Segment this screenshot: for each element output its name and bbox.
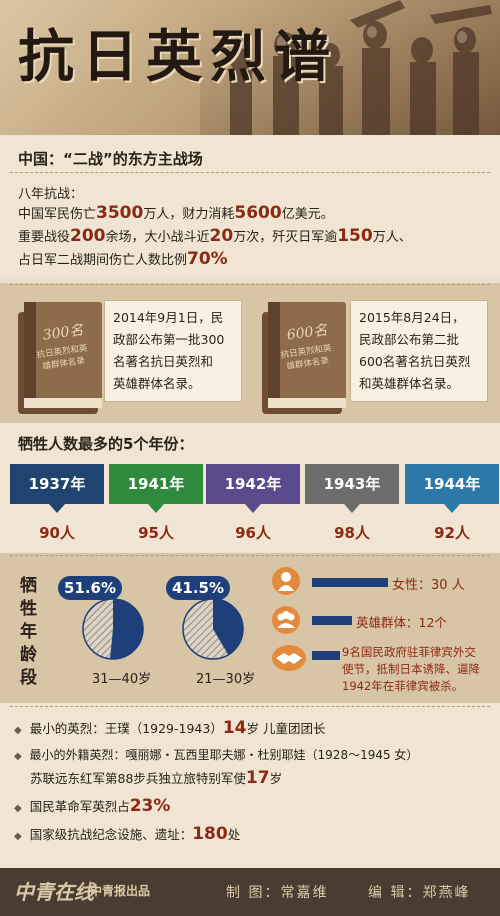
diplomat-line: 使节，抵制日本诱降、逼降 <box>342 662 480 676</box>
note-second-batch: 2015年8月24日， 民政部公布第二批 600名著名抗日英烈 和英雄群体名录。 <box>350 300 488 402</box>
text: 万人、 <box>372 230 412 245</box>
fact-kmt: 国民革命军英烈占23% <box>14 796 171 816</box>
note-line: 600名著名抗日英烈 <box>359 354 471 369</box>
age-section-label: 牺牲年龄段 <box>20 576 37 688</box>
year-count: 95人 <box>138 524 174 542</box>
note-first-batch: 2014年9月1日，民 政部公布第一批300 名著名抗日英烈和 英雄群体名录。 <box>104 300 242 402</box>
note-line: 民政部公布第二批 <box>359 332 460 347</box>
value-ratio: 23% <box>129 796 171 816</box>
divider <box>10 172 490 173</box>
group-icon <box>272 606 300 634</box>
note-line: 名著名抗日英烈和 <box>113 354 214 369</box>
female-label: 女性：30 人 <box>392 578 465 593</box>
page-title: 抗日英烈谱 <box>18 24 338 90</box>
overview-intro: 八年抗战： <box>18 187 84 202</box>
year-box: 1937年 <box>10 464 104 504</box>
text: 重要战役 <box>18 230 71 245</box>
overview-title: 中国：“二战”的东方主战场 <box>18 150 203 168</box>
diplomat-line: 1942年在菲律宾被杀。 <box>342 679 464 693</box>
overview-line-casualties: 中国军民伤亡3500万人，财力消耗5600亿美元。 <box>18 203 334 223</box>
text: 万次，歼灭日军逾 <box>233 230 338 245</box>
divider <box>10 706 490 707</box>
logo-script: 中青在线 <box>14 880 94 904</box>
note-line: 2014年9月1日，民 <box>113 310 224 325</box>
pie-2-range: 21—30岁 <box>196 672 256 687</box>
fact-sites: 国家级抗战纪念设施、遗址：180处 <box>14 824 241 844</box>
year-box: 1942年 <box>206 464 300 504</box>
pie-31-40 <box>82 598 144 660</box>
value-ratio: 70% <box>187 249 228 269</box>
pie-slice <box>213 599 243 655</box>
value-fights: 20 <box>209 226 234 246</box>
text: 最小的英烈：王璞（1929-1943） <box>29 721 223 736</box>
text: 最小的外籍英烈：嘎丽娜・瓦西里耶夫娜・杜别耶娃（1928～1945 女） <box>29 748 419 762</box>
logo-brand: 中青报出品 <box>90 884 151 898</box>
year-pointer <box>148 504 164 513</box>
text: 国民革命军英烈占 <box>29 799 130 814</box>
note-line: 政部公布第一批300 <box>113 332 225 347</box>
value-age: 17 <box>245 768 270 788</box>
text: 余场，大小战斗近 <box>105 230 210 245</box>
value-age: 14 <box>222 718 247 738</box>
note-line: 和英雄群体名录。 <box>359 376 460 391</box>
fact-youngest: 最小的英烈：王璞（1929-1943）14岁 儿童团团长 <box>14 718 326 738</box>
diplomat-line: 9名国民政府驻菲律宾外交 <box>342 645 476 659</box>
credit-maker: 制 图：常嘉维 <box>226 885 329 901</box>
year-count: 96人 <box>235 524 271 542</box>
year-count: 92人 <box>434 524 470 542</box>
year-pointer <box>444 504 460 513</box>
overview-line-ratio: 占日军二战期间伤亡人数比例70% <box>18 249 228 269</box>
fact-foreign-detail: 苏联远东红军第88步兵独立旅特别军使17岁 <box>30 768 282 788</box>
text: 苏联远东红军第88步兵独立旅特别军使 <box>30 771 246 786</box>
pie-21-30 <box>182 598 244 660</box>
note-line: 2015年8月24日， <box>359 310 465 325</box>
female-icon <box>272 567 300 595</box>
year-pointer <box>344 504 360 513</box>
credit-editor: 编 辑：郑燕峰 <box>368 885 471 901</box>
book-600-icon <box>262 302 346 414</box>
text: 中国军民伤亡 <box>18 207 97 222</box>
female-bar <box>312 578 388 587</box>
text: 万人，财力消耗 <box>143 207 235 222</box>
diplomat-bar <box>312 651 340 660</box>
monument-relief-image <box>200 0 500 135</box>
value-battles: 200 <box>70 226 106 246</box>
group-label: 英雄群体：12个 <box>356 615 447 630</box>
value-annihilated: 150 <box>337 226 373 246</box>
year-box: 1941年 <box>109 464 203 504</box>
section-overview-bg <box>0 135 500 277</box>
text: 占日军二战期间伤亡人数比例 <box>18 253 188 268</box>
text: 岁 儿童团团长 <box>246 721 326 736</box>
year-count: 90人 <box>39 524 75 542</box>
value-cost: 5600 <box>234 203 282 223</box>
year-box: 1944年 <box>405 464 499 504</box>
book-300-icon <box>18 302 102 414</box>
overview-line-battles: 重要战役200余场，大小战斗近20万次，歼灭日军逾150万人、 <box>18 226 412 246</box>
text: 处 <box>227 827 241 842</box>
year-pointer <box>49 504 65 513</box>
footer-bar <box>0 868 500 916</box>
pie-2-percent: 41.5% <box>166 576 230 600</box>
pie-1-percent: 51.6% <box>58 576 122 600</box>
year-count: 98人 <box>334 524 370 542</box>
year-box: 1943年 <box>305 464 399 504</box>
divider <box>10 555 490 556</box>
note-line: 英雄群体名录。 <box>113 376 201 391</box>
group-bar <box>312 616 352 625</box>
diplomat-label: 9名国民政府驻菲律宾外交 使节，抵制日本诱降、逼降 1942年在菲律宾被杀。 <box>342 644 480 695</box>
handshake-icon <box>272 645 306 671</box>
pie-slice <box>109 599 144 659</box>
divider <box>10 284 490 285</box>
pie-1-range: 31—40岁 <box>92 672 152 687</box>
fact-foreign: 最小的外籍英烈：嘎丽娜・瓦西里耶夫娜・杜别耶娃（1928～1945 女） <box>14 746 419 763</box>
year-pointer <box>245 504 261 513</box>
text: 岁 <box>269 771 283 786</box>
years-title: 牺牲人数最多的5个年份： <box>18 435 194 453</box>
text: 国家级抗战纪念设施、遗址： <box>29 827 193 842</box>
header-banner: 抗日英烈谱 <box>0 0 500 135</box>
value-sites: 180 <box>192 824 228 844</box>
value-casualties: 3500 <box>96 203 144 223</box>
text: 亿美元。 <box>281 207 334 222</box>
